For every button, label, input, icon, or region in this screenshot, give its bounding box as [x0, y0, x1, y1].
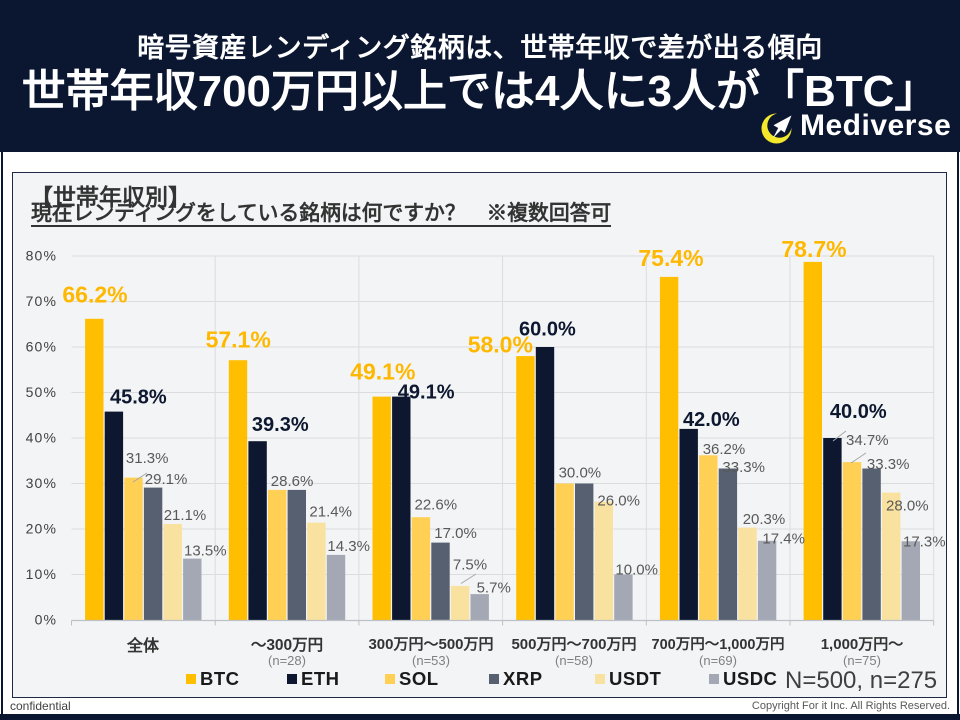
svg-text:66.2%: 66.2% — [62, 282, 127, 308]
svg-text:14.3%: 14.3% — [327, 538, 370, 555]
svg-text:33.3%: 33.3% — [722, 459, 765, 476]
svg-text:33.3%: 33.3% — [867, 456, 910, 473]
svg-text:21.1%: 21.1% — [164, 507, 207, 524]
svg-text:36.2%: 36.2% — [703, 441, 746, 458]
svg-text:21.4%: 21.4% — [309, 504, 352, 521]
svg-text:5.7%: 5.7% — [477, 580, 511, 597]
svg-text:78.7%: 78.7% — [781, 236, 846, 262]
svg-text:30%: 30% — [26, 475, 57, 491]
svg-text:22.6%: 22.6% — [415, 497, 458, 514]
svg-text:40.0%: 40.0% — [830, 401, 887, 423]
svg-text:17.0%: 17.0% — [434, 525, 477, 542]
svg-text:34.7%: 34.7% — [846, 432, 889, 449]
svg-text:17.4%: 17.4% — [762, 530, 805, 547]
svg-text:10%: 10% — [26, 566, 57, 582]
svg-text:60.0%: 60.0% — [519, 319, 576, 341]
svg-text:17.3%: 17.3% — [903, 533, 946, 550]
svg-text:40%: 40% — [26, 430, 57, 446]
svg-text:42.0%: 42.0% — [683, 409, 740, 431]
svg-text:80%: 80% — [26, 248, 57, 264]
svg-text:49.1%: 49.1% — [350, 359, 415, 385]
svg-text:28.6%: 28.6% — [271, 473, 314, 490]
svg-text:49.1%: 49.1% — [398, 382, 455, 404]
svg-text:28.0%: 28.0% — [886, 498, 929, 515]
svg-text:20%: 20% — [26, 521, 57, 537]
svg-text:7.5%: 7.5% — [453, 557, 487, 574]
svg-text:70%: 70% — [26, 293, 57, 309]
svg-text:26.0%: 26.0% — [597, 493, 640, 510]
svg-text:0%: 0% — [35, 612, 57, 628]
svg-text:57.1%: 57.1% — [206, 326, 271, 352]
svg-text:75.4%: 75.4% — [638, 245, 703, 271]
svg-text:30.0%: 30.0% — [559, 465, 602, 482]
svg-text:13.5%: 13.5% — [184, 542, 227, 559]
svg-text:58.0%: 58.0% — [468, 332, 533, 358]
svg-text:45.8%: 45.8% — [110, 387, 167, 409]
svg-text:20.3%: 20.3% — [743, 511, 786, 528]
svg-text:29.1%: 29.1% — [145, 471, 188, 488]
svg-text:10.0%: 10.0% — [615, 562, 658, 579]
svg-text:31.3%: 31.3% — [126, 450, 169, 467]
svg-text:60%: 60% — [26, 339, 57, 355]
svg-text:50%: 50% — [26, 384, 57, 400]
svg-text:39.3%: 39.3% — [252, 414, 309, 436]
